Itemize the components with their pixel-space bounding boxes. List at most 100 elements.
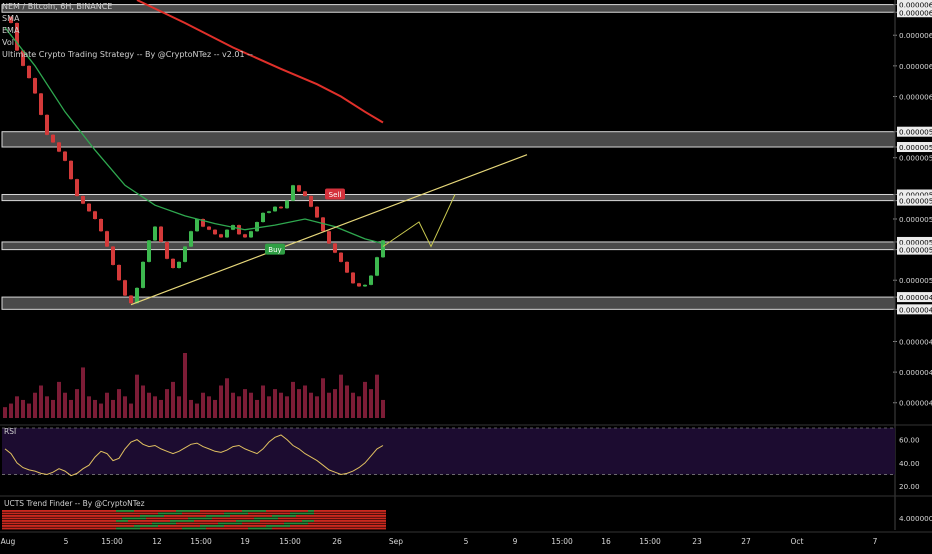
trend-cell bbox=[284, 515, 290, 517]
trend-cell bbox=[350, 510, 356, 512]
trend-cell bbox=[242, 515, 248, 517]
trend-cell bbox=[86, 522, 92, 525]
candle-body bbox=[81, 196, 85, 204]
sma-line bbox=[136, 0, 384, 124]
trend-cell bbox=[98, 510, 104, 512]
trend-cell bbox=[308, 520, 314, 522]
trend-cell bbox=[254, 520, 260, 522]
trend-cell bbox=[26, 522, 32, 525]
volume-bar bbox=[9, 403, 13, 418]
trend-cell bbox=[368, 522, 374, 525]
price-tag-bg bbox=[897, 236, 932, 247]
trend-cell bbox=[20, 525, 26, 527]
trend-cell bbox=[8, 517, 14, 520]
trend-cell bbox=[230, 512, 236, 515]
trend-cell bbox=[224, 515, 230, 517]
volume-bar bbox=[381, 399, 385, 418]
trend-cell bbox=[374, 520, 380, 522]
trend-cell bbox=[260, 517, 266, 520]
price-tag-bg bbox=[897, 292, 932, 303]
indicator-ema[interactable]: EMA bbox=[2, 26, 20, 35]
trend-cell bbox=[92, 522, 98, 525]
volume-bar bbox=[15, 396, 19, 418]
indicator-strategy[interactable]: Ultimate Crypto Trading Strategy -- By @… bbox=[2, 50, 253, 59]
trend-cell bbox=[218, 510, 224, 512]
trend-cell bbox=[110, 527, 116, 530]
trend-cell bbox=[50, 515, 56, 517]
price-tag-bg bbox=[897, 126, 932, 137]
indicator-sma[interactable]: SMA bbox=[2, 14, 20, 23]
trend-cell bbox=[188, 515, 194, 517]
volume-bar bbox=[75, 389, 79, 418]
trend-cell bbox=[2, 515, 8, 517]
trend-cell bbox=[38, 515, 44, 517]
trend-cell bbox=[320, 510, 326, 512]
candle-body bbox=[177, 261, 181, 268]
trend-cell bbox=[206, 525, 212, 527]
candle-body bbox=[237, 225, 241, 235]
indicator-vol[interactable]: Vol bbox=[2, 38, 14, 47]
trend-cell bbox=[242, 520, 248, 522]
trend-cell bbox=[104, 522, 110, 525]
trend-cell bbox=[374, 517, 380, 520]
trend-cell bbox=[248, 512, 254, 515]
trend-cell bbox=[44, 522, 50, 525]
trend-cell bbox=[164, 510, 170, 512]
trend-cell bbox=[32, 510, 38, 512]
trend-cell bbox=[98, 515, 104, 517]
price-tick-label: 0.00000525 bbox=[899, 238, 932, 247]
trend-cell bbox=[242, 512, 248, 515]
trend-cell bbox=[344, 512, 350, 515]
candle-body bbox=[21, 50, 25, 66]
time-tick-label: 15:00 bbox=[551, 537, 573, 546]
trend-cell bbox=[290, 527, 296, 530]
trend-cell bbox=[374, 525, 380, 527]
volume-bar bbox=[327, 392, 331, 418]
trend-cell bbox=[374, 512, 380, 515]
price-tick-label: 0.00000489 bbox=[899, 293, 932, 302]
trend-cell bbox=[80, 512, 86, 515]
trend-cell bbox=[374, 522, 380, 525]
trend-cell bbox=[296, 517, 302, 520]
volume-bar bbox=[315, 396, 319, 418]
trend-cell bbox=[302, 512, 308, 515]
time-tick-label: Oct bbox=[791, 537, 804, 546]
trend-cell bbox=[212, 527, 218, 530]
trend-cell bbox=[92, 527, 98, 530]
price-tick-label: 0.00000481 bbox=[899, 305, 932, 314]
candle-body bbox=[33, 78, 37, 94]
trend-cell bbox=[182, 512, 188, 515]
trend-cell bbox=[344, 517, 350, 520]
trend-cell bbox=[74, 517, 80, 520]
trend-cell bbox=[332, 510, 338, 512]
trend-cell bbox=[194, 517, 200, 520]
candle-body bbox=[171, 258, 175, 268]
trend-cell bbox=[356, 520, 362, 522]
trend-cell bbox=[62, 510, 68, 512]
trend-cell bbox=[158, 525, 164, 527]
trend-cell bbox=[128, 510, 134, 512]
candle-body bbox=[255, 222, 259, 232]
trend-cell bbox=[68, 510, 74, 512]
volume-bar bbox=[243, 389, 247, 418]
trend-cell bbox=[242, 527, 248, 530]
trend-cell bbox=[380, 527, 386, 530]
trend-cell bbox=[320, 527, 326, 530]
trend-cell bbox=[272, 527, 278, 530]
trend-cell bbox=[170, 525, 176, 527]
price-tick-label: 0.00000597 bbox=[899, 128, 932, 137]
candle-body bbox=[291, 185, 295, 201]
trend-cell bbox=[92, 515, 98, 517]
trend-cell bbox=[38, 527, 44, 530]
candle-body bbox=[111, 246, 115, 265]
trend-cell bbox=[170, 520, 176, 522]
trend-cell bbox=[362, 520, 368, 522]
trend-cell bbox=[32, 527, 38, 530]
trend-cell bbox=[266, 510, 272, 512]
trend-cell bbox=[68, 520, 74, 522]
symbol-line: NEM / Bitcoin, 6H, BINANCE bbox=[2, 2, 113, 11]
trend-cell bbox=[146, 517, 152, 520]
trend-cell bbox=[176, 510, 182, 512]
trend-cell bbox=[260, 512, 266, 515]
trend-cell bbox=[44, 517, 50, 520]
